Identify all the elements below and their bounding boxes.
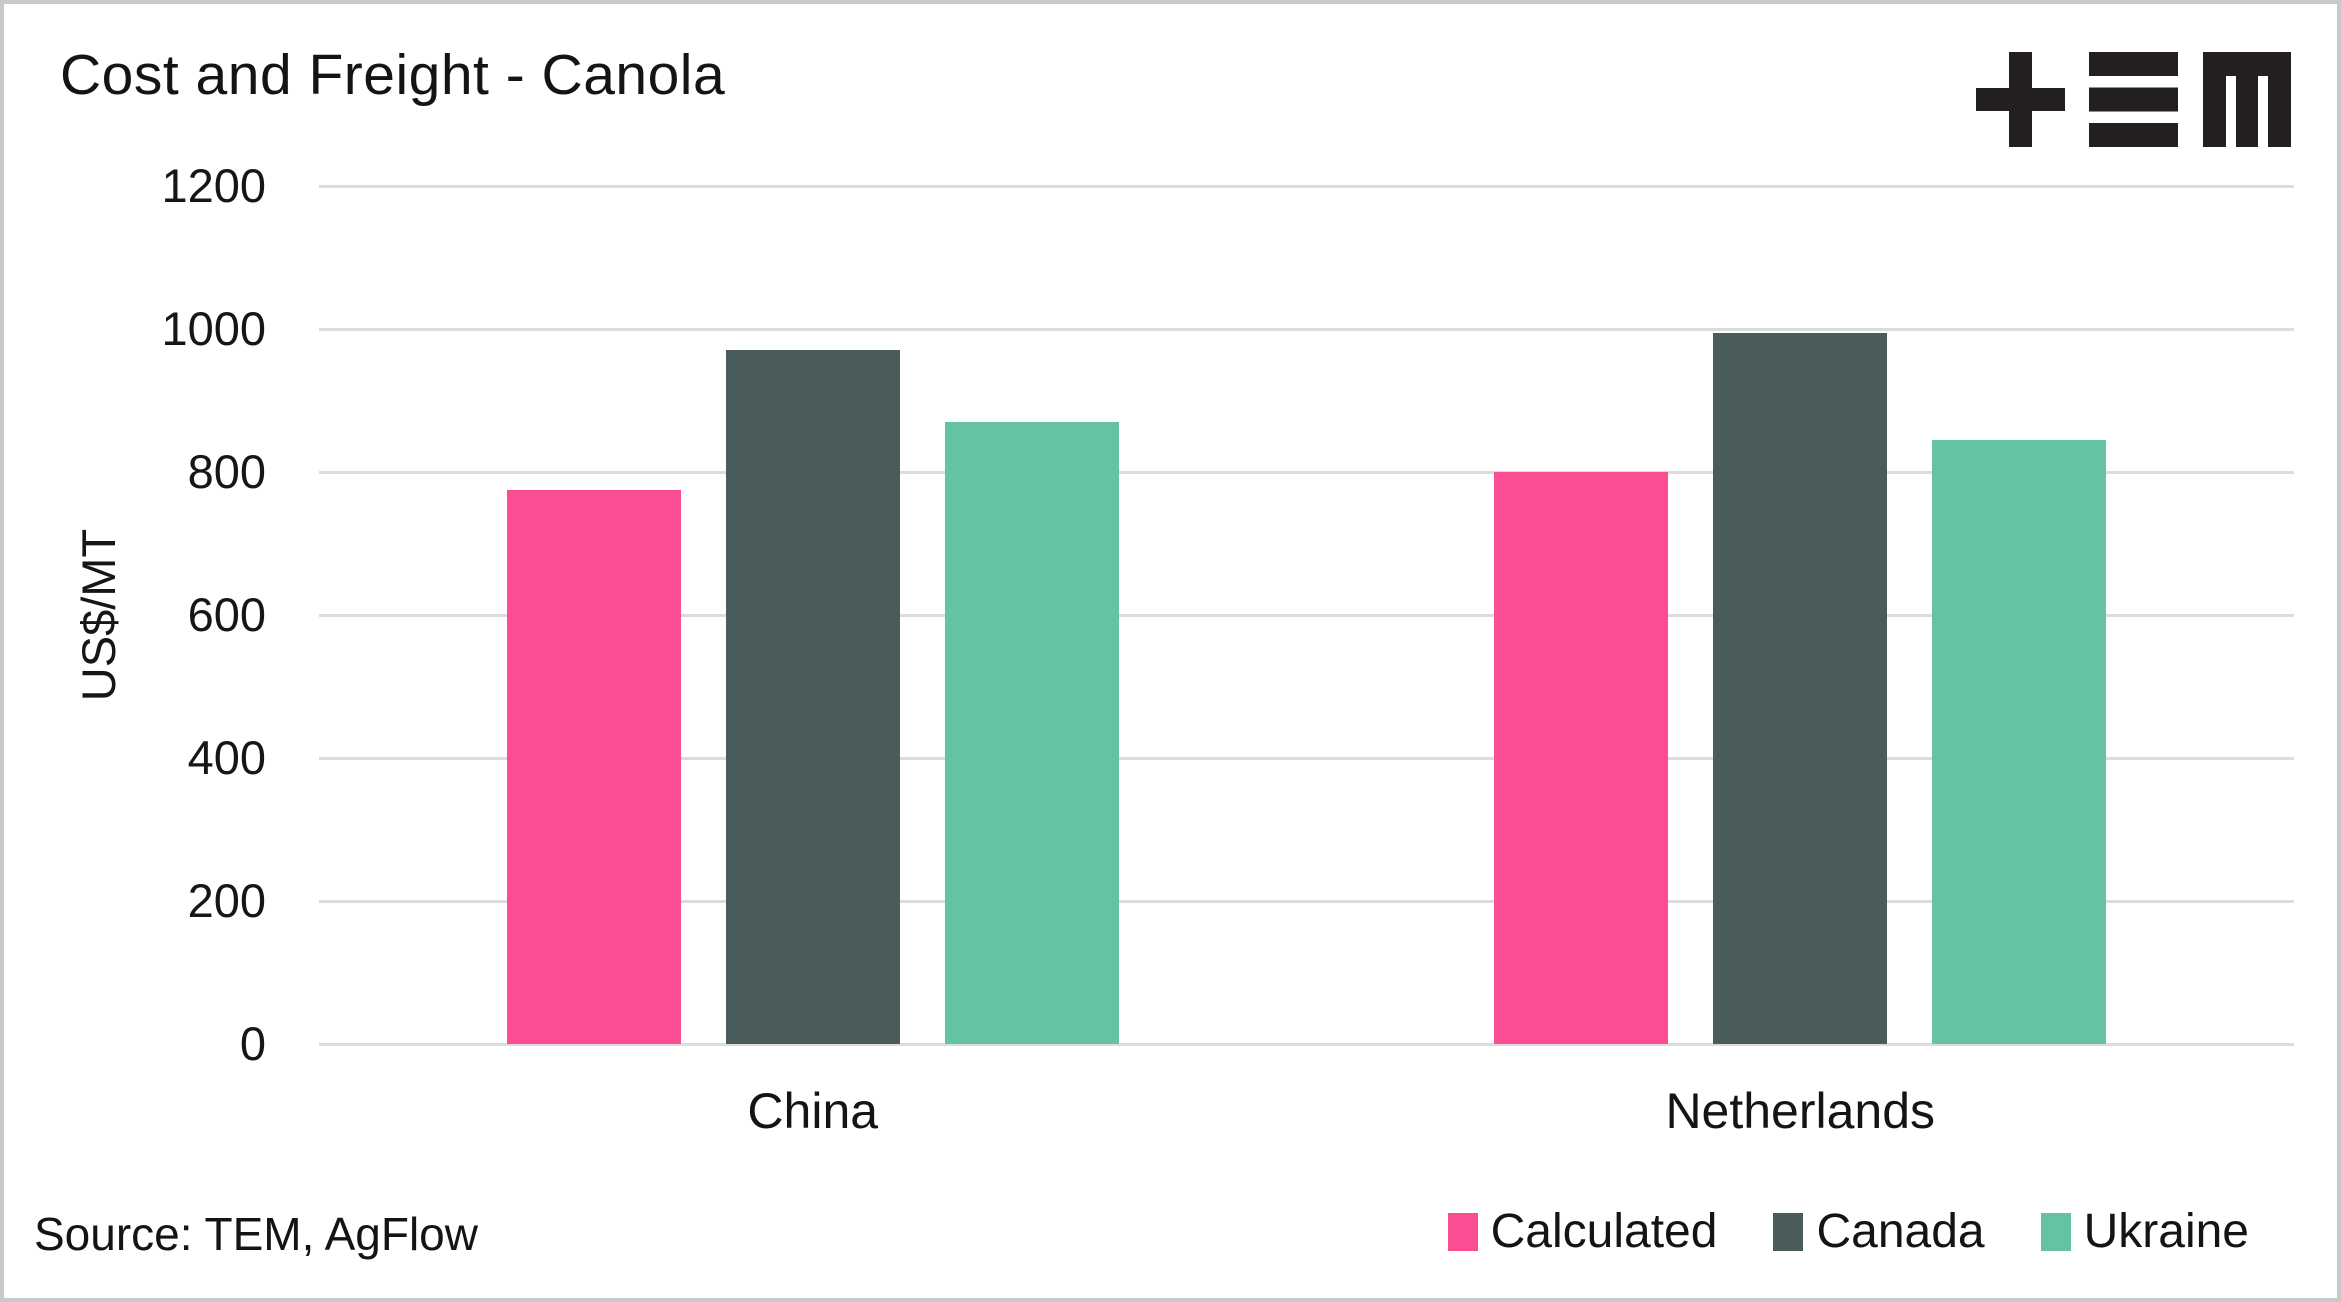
legend-swatch-canada: [1773, 1212, 1804, 1251]
bar-netherlands-calculated: [1494, 472, 1669, 1044]
gridline-800: [319, 470, 2294, 474]
x-axis-labels: China Netherlands: [319, 1082, 2294, 1140]
legend-swatch-ukraine: [2040, 1212, 2071, 1251]
y-tick-label-800: 800: [187, 445, 266, 498]
bar-china-ukraine: [944, 421, 1119, 1044]
legend-swatch-calculated: [1447, 1212, 1478, 1251]
plot-area: [319, 184, 2294, 1046]
gridline-0: [319, 1042, 2294, 1046]
legend-label-canada: Canada: [1816, 1205, 1985, 1258]
bar-china-canada: [725, 350, 900, 1044]
y-tick-label-600: 600: [187, 588, 266, 641]
bars: [319, 186, 2294, 1044]
y-tick-label-1200: 1200: [161, 159, 266, 212]
gridline-400: [319, 756, 2294, 760]
gridline-1000: [319, 327, 2294, 331]
legend-item-calculated: Calculated: [1447, 1204, 1718, 1259]
y-tick-label-0: 0: [239, 1017, 266, 1070]
bar-group-netherlands: [1307, 186, 2295, 1044]
legend-item-canada: Canada: [1773, 1204, 1985, 1259]
tem-logo-icon: [1975, 52, 2292, 147]
x-label-netherlands: Netherlands: [1665, 1083, 1936, 1139]
gridline-200: [319, 899, 2294, 903]
source-note: Source: TEM, AgFlow: [34, 1208, 478, 1260]
y-tick-label-200: 200: [187, 874, 266, 927]
bar-group-china: [319, 186, 1307, 1044]
bar-china-calculated: [506, 489, 681, 1044]
legend-item-ukraine: Ukraine: [2040, 1204, 2249, 1259]
gridline-600: [319, 613, 2294, 617]
bar-netherlands-ukraine: [1932, 439, 2107, 1044]
y-tick-label-1000: 1000: [161, 302, 266, 355]
legend-label-ukraine: Ukraine: [2083, 1205, 2249, 1258]
y-tick-label-400: 400: [187, 731, 266, 784]
legend-label-calculated: Calculated: [1490, 1205, 1718, 1258]
chart-title: Cost and Freight - Canola: [60, 43, 726, 107]
x-label-china: China: [747, 1083, 879, 1139]
gridline-1200: [319, 184, 2294, 188]
y-axis-title: US$/MT: [72, 528, 125, 702]
bar-netherlands-canada: [1713, 332, 1888, 1044]
legend: Calculated Canada Ukraine: [1447, 1204, 2249, 1259]
